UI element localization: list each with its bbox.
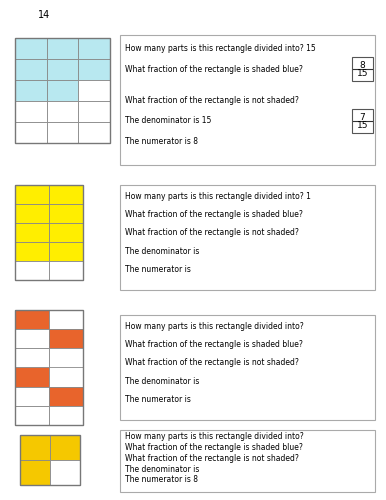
- Bar: [120, 430, 375, 492]
- Text: What fraction of the rectangle is shaded blue?: What fraction of the rectangle is shaded…: [125, 64, 303, 74]
- Bar: [78, 59, 110, 80]
- Bar: [15, 261, 49, 280]
- Bar: [15, 310, 49, 329]
- Bar: [49, 386, 83, 406]
- Bar: [15, 310, 83, 425]
- Bar: [49, 204, 83, 223]
- Bar: [47, 122, 78, 143]
- Bar: [49, 185, 83, 204]
- Bar: [15, 38, 110, 143]
- Bar: [15, 386, 49, 406]
- Bar: [15, 204, 49, 223]
- Text: 15: 15: [357, 70, 368, 78]
- Bar: [15, 122, 47, 143]
- Text: What fraction of the rectangle is not shaded?: What fraction of the rectangle is not sh…: [125, 96, 298, 104]
- Bar: [49, 368, 83, 386]
- Text: 14: 14: [38, 10, 50, 20]
- Bar: [78, 38, 110, 59]
- Bar: [20, 460, 50, 485]
- Bar: [120, 35, 375, 165]
- Bar: [15, 329, 49, 348]
- Text: What fraction of the rectangle is not shaded?: What fraction of the rectangle is not sh…: [125, 358, 298, 368]
- Bar: [352, 108, 373, 132]
- Bar: [49, 310, 83, 329]
- Bar: [15, 406, 49, 425]
- Bar: [78, 80, 110, 101]
- Bar: [49, 348, 83, 368]
- Text: What fraction of the rectangle is shaded blue?: What fraction of the rectangle is shaded…: [125, 340, 303, 349]
- Bar: [15, 348, 49, 368]
- Text: 8: 8: [360, 61, 365, 70]
- Bar: [50, 460, 80, 485]
- Bar: [15, 185, 83, 280]
- Bar: [47, 59, 78, 80]
- Text: What fraction of the rectangle is not shaded?: What fraction of the rectangle is not sh…: [125, 228, 298, 237]
- Bar: [50, 435, 80, 460]
- Bar: [49, 406, 83, 425]
- Text: The denominator is 15: The denominator is 15: [125, 116, 211, 125]
- Text: The numerator is: The numerator is: [125, 264, 191, 274]
- Bar: [49, 329, 83, 348]
- Bar: [15, 242, 49, 261]
- Text: The numerator is 8: The numerator is 8: [125, 137, 198, 146]
- Bar: [15, 80, 47, 101]
- Text: The numerator is 8: The numerator is 8: [125, 475, 198, 484]
- Text: The denominator is: The denominator is: [125, 246, 199, 256]
- Bar: [49, 261, 83, 280]
- Bar: [49, 223, 83, 242]
- Text: How many parts is this rectangle divided into?: How many parts is this rectangle divided…: [125, 432, 303, 442]
- Bar: [20, 435, 80, 485]
- Text: The numerator is: The numerator is: [125, 394, 191, 404]
- Bar: [15, 185, 49, 204]
- Bar: [49, 242, 83, 261]
- Bar: [78, 101, 110, 122]
- Text: The denominator is: The denominator is: [125, 464, 199, 473]
- Text: The denominator is: The denominator is: [125, 376, 199, 386]
- Bar: [15, 223, 49, 242]
- Text: What fraction of the rectangle is shaded blue?: What fraction of the rectangle is shaded…: [125, 210, 303, 220]
- Bar: [120, 315, 375, 420]
- Text: What fraction of the rectangle is not shaded?: What fraction of the rectangle is not sh…: [125, 454, 298, 463]
- Bar: [15, 101, 47, 122]
- Bar: [47, 101, 78, 122]
- Text: How many parts is this rectangle divided into? 1: How many parts is this rectangle divided…: [125, 192, 310, 202]
- Text: How many parts is this rectangle divided into? 15: How many parts is this rectangle divided…: [125, 44, 315, 53]
- Bar: [47, 80, 78, 101]
- Text: How many parts is this rectangle divided into?: How many parts is this rectangle divided…: [125, 322, 303, 332]
- Bar: [120, 185, 375, 290]
- Bar: [352, 57, 373, 81]
- Bar: [47, 38, 78, 59]
- Bar: [78, 122, 110, 143]
- Bar: [15, 59, 47, 80]
- Bar: [15, 38, 47, 59]
- Bar: [20, 435, 50, 460]
- Bar: [15, 368, 49, 386]
- Text: 7: 7: [360, 113, 365, 122]
- Text: 15: 15: [357, 121, 368, 130]
- Text: What fraction of the rectangle is shaded blue?: What fraction of the rectangle is shaded…: [125, 443, 303, 452]
